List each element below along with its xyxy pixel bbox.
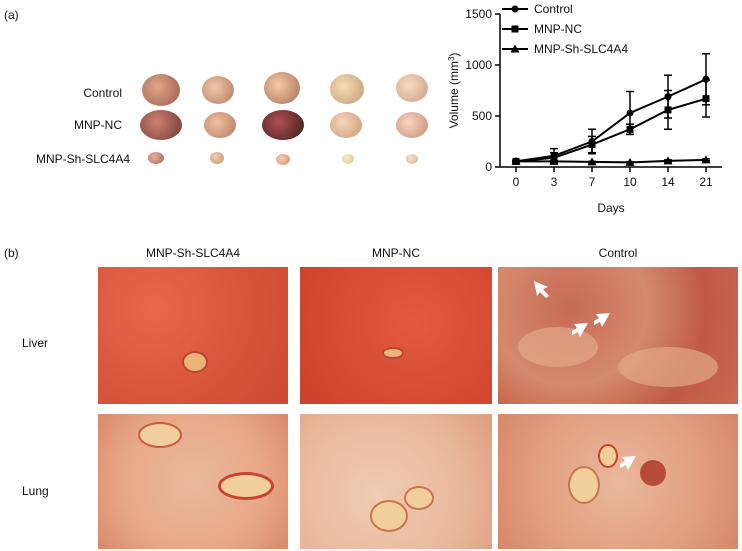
tumor-volume-chart: 0 500 1000 1500 0 3 7 10 14 21 Days Volume (mm3) Con… bbox=[447, 2, 722, 215]
x-tick-label: 10 bbox=[623, 175, 637, 189]
legend-marker bbox=[511, 25, 519, 33]
tissue-region bbox=[518, 327, 598, 367]
tumor-specimen bbox=[342, 154, 354, 164]
arrow-marker bbox=[572, 323, 588, 337]
airway bbox=[218, 472, 274, 500]
x-tick-label: 21 bbox=[699, 175, 713, 189]
data-point bbox=[625, 157, 635, 166]
tissue-region bbox=[640, 460, 666, 486]
row-label-lung: Lung bbox=[22, 484, 49, 498]
arrow-marker bbox=[534, 281, 549, 298]
tumor-specimen bbox=[204, 112, 236, 138]
x-tick-label: 14 bbox=[661, 175, 675, 189]
airway bbox=[404, 486, 434, 510]
series-line bbox=[515, 97, 707, 163]
tumor-specimen bbox=[330, 112, 362, 138]
row-label-liver: Liver bbox=[22, 336, 49, 350]
lung-histology-control bbox=[498, 414, 738, 549]
data-point bbox=[626, 125, 634, 133]
tumor-specimen bbox=[276, 154, 290, 165]
vessel bbox=[182, 351, 208, 373]
y-tick-label: 1500 bbox=[465, 7, 492, 21]
x-tick-label: 0 bbox=[513, 175, 520, 189]
column-title-mnp-nc: MNP-NC bbox=[372, 246, 420, 260]
liver-histology-control bbox=[498, 267, 738, 404]
column-title-control: Control bbox=[598, 246, 638, 260]
legend-marker bbox=[510, 44, 520, 53]
x-tick-label: 3 bbox=[551, 175, 558, 189]
y-tick-label: 1000 bbox=[465, 58, 492, 72]
tumor-specimen bbox=[210, 152, 224, 164]
tumor-specimen bbox=[140, 110, 182, 140]
airway bbox=[370, 500, 408, 532]
airway bbox=[138, 422, 182, 448]
series-line bbox=[516, 158, 707, 164]
data-point bbox=[549, 156, 559, 165]
data-point bbox=[626, 109, 634, 117]
panel-b-label: (b) bbox=[4, 246, 19, 260]
tumor-photo bbox=[130, 66, 430, 176]
data-point bbox=[701, 155, 711, 164]
tumor-specimen bbox=[330, 74, 364, 104]
panel-a-label: (a) bbox=[4, 8, 19, 22]
y-tick-label: 500 bbox=[472, 109, 492, 123]
column-title-mnp-sh: MNP-Sh-SLC4A4 bbox=[145, 246, 241, 260]
vessel bbox=[382, 347, 404, 359]
tumor-row-label-mnp-sh: MNP-Sh-SLC4A4 bbox=[35, 152, 130, 166]
tumor-specimen bbox=[396, 74, 428, 102]
tumor-specimen bbox=[142, 74, 180, 106]
legend-label: Control bbox=[534, 2, 573, 16]
liver-histology-mnp-sh bbox=[98, 267, 288, 404]
airway bbox=[598, 444, 618, 468]
tumor-specimen bbox=[264, 72, 300, 104]
arrow-marker bbox=[594, 313, 610, 327]
data-point bbox=[588, 141, 596, 149]
tumor-specimen bbox=[262, 110, 304, 140]
liver-histology-mnp-nc bbox=[300, 267, 492, 404]
tumor-row-label-control: Control bbox=[83, 86, 122, 100]
legend-label: MNP-Sh-SLC4A4 bbox=[534, 42, 628, 56]
lung-histology-mnp-sh bbox=[98, 414, 288, 549]
tumor-specimen bbox=[148, 152, 164, 164]
y-tick-label: 0 bbox=[485, 160, 492, 174]
arrow-marker bbox=[620, 456, 636, 470]
tumor-specimen bbox=[406, 154, 418, 164]
data-point bbox=[511, 156, 521, 165]
x-tick-label: 7 bbox=[589, 175, 596, 189]
series-line bbox=[515, 78, 707, 163]
airway bbox=[568, 466, 600, 504]
data-point bbox=[664, 106, 672, 114]
y-axis-label: Volume (mm3) bbox=[447, 53, 462, 129]
tissue-region bbox=[618, 347, 718, 387]
tumor-row-label-mnp-nc: MNP-NC bbox=[74, 118, 122, 132]
data-point bbox=[663, 156, 673, 165]
tumor-specimen bbox=[396, 112, 428, 138]
data-point bbox=[587, 157, 597, 166]
legend-label: MNP-NC bbox=[534, 22, 582, 36]
tumor-specimen bbox=[202, 76, 234, 104]
data-point bbox=[702, 95, 710, 103]
lung-histology-mnp-nc bbox=[300, 414, 492, 549]
x-axis-label: Days bbox=[597, 201, 624, 215]
legend-marker bbox=[511, 5, 519, 13]
